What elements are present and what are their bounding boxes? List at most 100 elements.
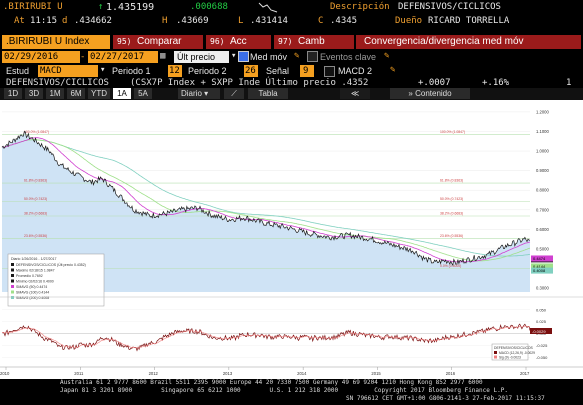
- price-select[interactable]: Últ precio: [174, 51, 229, 63]
- chart-area[interactable]: 100.0% (1.0847) 100.0% (1.0847) 61.8% (0.8…: [0, 100, 583, 382]
- end-date-field[interactable]: 02/27/2017: [88, 51, 158, 63]
- range-1a-button[interactable]: 1A: [113, 88, 131, 99]
- macd-legend-box: DEFENSIVOS/CICLICOS MACD (12,26,9) -0.00…: [491, 343, 535, 361]
- legend-row: DEFENSIVOS/CICLICOS (Últ precio 0.4352): [16, 263, 86, 267]
- chevron-down-icon-2[interactable]: ▾: [100, 65, 106, 75]
- chart-toolbar: 1D 3D 1M 6M YTD 1A 5A Diario ▾ ⟋ Tabla ≪ » Con…: [0, 88, 583, 100]
- fib-label: 23.6% (0.5536): [24, 234, 47, 238]
- legend-box: Diario 1/26/2016 - 1/27/2017 DEFENSIVOS/…: [7, 253, 105, 307]
- periodo2-input[interactable]: 26: [244, 65, 258, 77]
- calendar-icon[interactable]: ▦: [160, 51, 166, 61]
- start-date-value: 02/29/2016: [4, 52, 59, 62]
- range-1m-button[interactable]: 1M: [46, 88, 64, 99]
- frequency-value: Diario: [181, 89, 202, 98]
- fib-label: 50.0% (0.7423): [24, 197, 47, 201]
- start-date-field[interactable]: 02/29/2016: [2, 51, 80, 63]
- range-ytd-button[interactable]: YTD: [88, 88, 110, 99]
- macd-legend-row: MACD (12,26,9) -0.0029: [499, 351, 535, 355]
- senal-label: Señal: [266, 66, 290, 76]
- price-axis-tick: 0.9000: [536, 168, 549, 173]
- series-change: +.0007: [418, 78, 451, 88]
- fib-label-right: 23.6% (0.5536): [440, 234, 463, 238]
- range-3d-button[interactable]: 3D: [25, 88, 43, 99]
- tabla-label: Tabla: [258, 89, 278, 98]
- eventos-label: Eventos clave: [320, 52, 377, 62]
- line-chart-icon[interactable]: ⟋: [224, 88, 244, 99]
- pencil-icon[interactable]: ✎: [294, 51, 300, 61]
- owner-value: RICARD TORRELLA: [428, 16, 510, 26]
- page-title: Convergencia/divergencia med móv: [364, 36, 524, 47]
- chevron-down-icon[interactable]: ▾: [231, 51, 237, 61]
- up-arrow-icon: ↑: [98, 2, 104, 12]
- c-label: C: [318, 16, 324, 26]
- senal-input[interactable]: 9: [300, 65, 314, 77]
- x-axis-year: 2014: [297, 371, 307, 376]
- compare-label: Comparar: [137, 36, 182, 47]
- contenido-label: Contenido: [415, 89, 452, 98]
- owner-label: Dueño: [395, 16, 423, 26]
- price-axis-tick: 0.3000: [536, 286, 549, 291]
- fib-label: 100.0% (1.0847): [24, 130, 49, 134]
- ticker-row: .BIRIRUBI U ↑ 1.435199 .000688 Descripci…: [0, 0, 583, 14]
- signal-line: [2, 325, 531, 349]
- value-tag: [531, 267, 553, 274]
- index-button[interactable]: .BIRIRUBI U Index: [2, 35, 110, 49]
- price-axis-tick: 1.0000: [536, 149, 549, 154]
- c-value: .4345: [330, 16, 358, 26]
- price-axis-tick: 0.8000: [536, 188, 549, 193]
- series-pct: +.16%: [482, 78, 510, 88]
- legend-row: SMAVG (50) 0.4474: [16, 285, 47, 289]
- contenido-button[interactable]: » Contenido: [390, 88, 470, 99]
- collapse-left-icon[interactable]: ≪: [340, 88, 370, 99]
- last-price: 1.435199: [106, 2, 155, 13]
- at-label: At: [14, 16, 25, 26]
- macd-value-tag-text: -0.0029: [532, 329, 546, 334]
- periodo2-value: 26: [245, 66, 256, 76]
- quote-row: At 11:15 d .434662 H .43669 L .431414 C …: [0, 14, 583, 28]
- sma50-line: [1, 137, 531, 263]
- date-row: 02/29/2016 - 02/27/2017 ▦ Últ precio ▾ M…: [0, 51, 583, 64]
- macd-axis-tick: -0.050: [536, 355, 548, 360]
- fib-label-right: 61.8% (0.8363): [440, 179, 463, 183]
- x-axis-year: 2017: [520, 371, 530, 376]
- sparkline-icon: [258, 2, 278, 13]
- price-axis-tick: 0.5000: [536, 246, 549, 251]
- pencil-icon-3[interactable]: ✎: [390, 65, 396, 75]
- tabla-button[interactable]: Tabla: [248, 88, 288, 99]
- fib-label-right: 100.0% (1.0847): [440, 130, 465, 134]
- x-axis-year: 2010: [0, 371, 10, 376]
- range-1d-button[interactable]: 1D: [4, 88, 22, 99]
- x-axis-year: 2015: [371, 371, 381, 376]
- periodo1-value: 12: [169, 66, 180, 76]
- range-6m-button[interactable]: 6M: [67, 88, 85, 99]
- fib-label: 61.8% (0.8363): [24, 179, 47, 183]
- compare-button[interactable]: 95) Comparar: [113, 35, 203, 49]
- pencil-icon-2[interactable]: ✎: [384, 51, 390, 61]
- legend-line: DEFENSIVOS/CICLICOS (CSX7P Index + SXPP …: [0, 78, 583, 88]
- periodo1-input[interactable]: 12: [168, 65, 182, 77]
- acc-label: Acc: [230, 36, 247, 47]
- macd2-checkbox[interactable]: [324, 66, 335, 77]
- med-mov-checkbox[interactable]: [238, 51, 249, 62]
- legend-row: Mínimo 02/02/16 0.4000: [16, 280, 54, 284]
- price-area-fill: [2, 131, 530, 292]
- menu-bar: .BIRIRUBI U Index 95) Comparar 96) Acc 9…: [0, 35, 583, 49]
- price-change: .000688: [190, 2, 228, 12]
- eventos-checkbox[interactable]: [307, 51, 318, 62]
- ticker-symbol[interactable]: .BIRIRUBI U: [3, 2, 63, 12]
- range-5a-button[interactable]: 5A: [134, 88, 152, 99]
- camb-button[interactable]: 97) Camb: [274, 35, 354, 49]
- senal-value: 9: [303, 66, 309, 76]
- value-tag: [531, 255, 553, 262]
- estud-select[interactable]: MACD: [38, 65, 98, 77]
- x-axis-year: 2011: [74, 371, 84, 376]
- macd2-label: MACD 2: [338, 66, 373, 76]
- camb-label: Camb: [298, 36, 325, 47]
- footer-line-2: Japan 81 3 3201 8900 Singapore 65 6212 1…: [60, 387, 508, 394]
- description-value: DEFENSIVOS/CICLICOS: [398, 2, 501, 12]
- price-line: [1, 131, 530, 266]
- acc-button[interactable]: 96) Acc: [206, 35, 271, 49]
- macd-axis-tick: -0.025: [536, 343, 548, 348]
- frequency-select[interactable]: Diario ▾: [178, 88, 220, 99]
- value-tag-text: 0.4474: [533, 256, 546, 261]
